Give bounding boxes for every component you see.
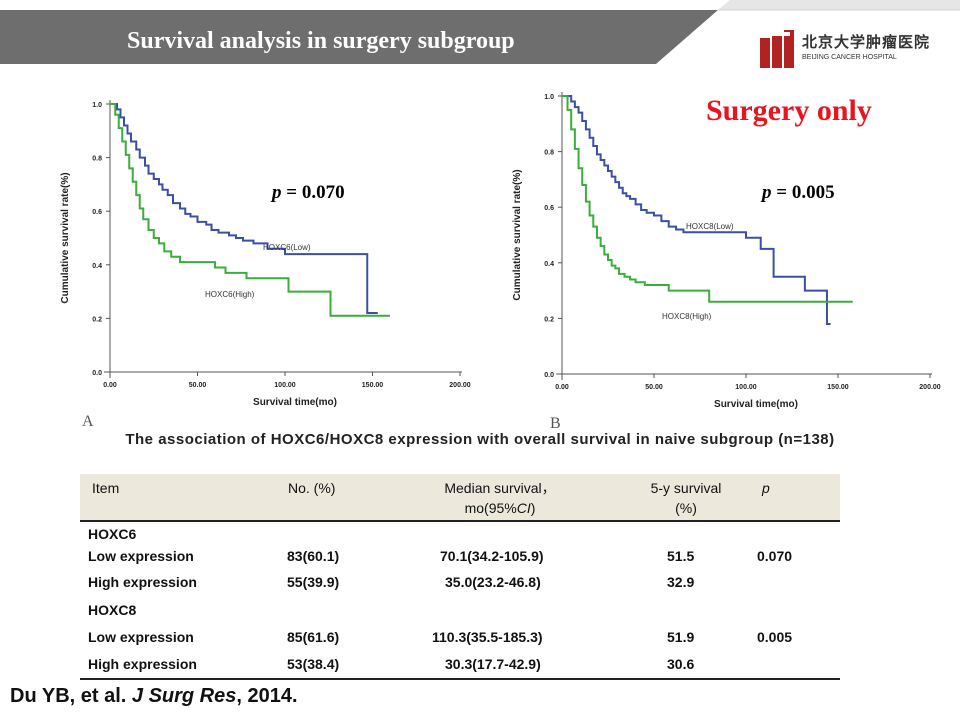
legend-label-low: HOXC6(Low) — [263, 243, 311, 252]
table-p-hoxc6: 0.070 — [757, 548, 793, 564]
series-line-low — [110, 103, 378, 315]
table-row-hoxc6-high-median: 35.0(23.2-46.8) — [445, 574, 541, 590]
p-value-b-symbol: p — [762, 182, 772, 203]
citation-authors: Du YB, et al. — [10, 685, 132, 707]
header-bar: Survival analysis in surgery subgroup 北京… — [0, 0, 960, 72]
table-header-background — [80, 474, 840, 522]
series-line-high — [110, 103, 390, 317]
panel-letter: B — [550, 415, 561, 432]
y-axis-label: Cumulative survival rate(%) — [512, 169, 523, 300]
legend-label-high: HOXC6(High) — [205, 290, 255, 299]
y-tick-label: 0.0 — [92, 370, 102, 377]
col-header-median-ci: CI — [516, 500, 531, 516]
x-tick-label: 0.00 — [555, 384, 569, 391]
logo-text-en: BEIJING CANCER HOSPITAL — [802, 54, 897, 61]
survival-chart-a: 0.0 0.2 0.4 0.6 0.8 1.0 0.00 50.00 100.00 150.00 2… — [40, 82, 480, 430]
series-line-high — [562, 95, 853, 303]
survival-chart-b-svg: 0.0 0.2 0.4 0.6 0.8 1.0 0.00 50.00 100.00 150.00 2… — [512, 92, 941, 432]
table-row-hoxc6-low-item: Low expression — [88, 548, 194, 564]
x-tick-label: 50.00 — [189, 382, 207, 389]
table-header-rule — [80, 520, 840, 522]
y-tick-label: 0.2 — [544, 316, 554, 323]
p-value-a-symbol: p — [272, 182, 282, 203]
surgery-only-heading: Surgery only — [706, 94, 872, 127]
col-header-item: Item — [92, 480, 120, 496]
header-banner-shape — [0, 0, 960, 64]
x-axis-label: Survival time(mo) — [253, 397, 337, 408]
page-title: Survival analysis in surgery subgroup — [127, 28, 515, 54]
survival-chart-a-svg: 0.0 0.2 0.4 0.6 0.8 1.0 0.00 50.00 100.00 150.00 2… — [60, 100, 471, 430]
y-tick-label: 0.8 — [92, 156, 102, 163]
citation-journal: J Surg Res — [131, 685, 237, 707]
col-header-no: No. (%) — [288, 480, 336, 496]
y-tick-label: 0.8 — [544, 150, 554, 157]
logo-text-cn: 北京大学肿瘤医院 — [802, 33, 931, 51]
col-header-median-line1: Median survival， — [444, 480, 556, 496]
legend-label-low: HOXC8(Low) — [686, 222, 734, 231]
p-value-b: p = 0.005 — [762, 182, 835, 204]
survival-chart-b: 0.0 0.2 0.4 0.6 0.8 1.0 0.00 50.00 100.00 150.00 2… — [488, 82, 941, 432]
x-tick-label: 150.00 — [827, 384, 849, 391]
legend-label-high: HOXC8(High) — [662, 312, 712, 321]
x-tick-label: 200.00 — [449, 382, 471, 389]
col-header-median-line2: mo(95%CI) — [380, 498, 620, 518]
table-row-hoxc8-low-five-year: 51.9 — [667, 629, 695, 645]
col-header-median-part3: ) — [530, 500, 536, 516]
y-axis-label: Cumulative survival rate(%) — [60, 172, 71, 303]
p-value-a-number: = 0.070 — [281, 182, 345, 203]
table-row-hoxc6-high-no: 55(39.9) — [287, 574, 340, 590]
p-value-a: p = 0.070 — [272, 182, 345, 204]
col-header-median-part1: mo(95% — [464, 500, 517, 516]
table-row-hoxc8-high-no: 53(38.4) — [287, 656, 340, 672]
y-tick-label: 1.0 — [92, 102, 102, 109]
y-tick-label: 0.0 — [544, 372, 554, 379]
table-p-hoxc8: 0.005 — [757, 629, 793, 645]
panel-letter: A — [82, 413, 94, 430]
group-label-hoxc8: HOXC8 — [88, 602, 137, 618]
y-tick-label: 0.2 — [92, 316, 102, 323]
y-tick-label: 0.4 — [92, 263, 102, 270]
table-row-hoxc8-high-median: 30.3(17.7-42.9) — [445, 656, 541, 672]
citation-year: , 2014. — [236, 685, 298, 707]
citation: Du YB, et al. J Surg Res, 2014. — [10, 685, 298, 708]
y-tick-label: 0.4 — [544, 261, 554, 268]
group-label-hoxc6: HOXC6 — [88, 526, 137, 542]
table-row-hoxc6-low-five-year: 51.5 — [667, 548, 695, 564]
x-tick-label: 150.00 — [362, 382, 384, 389]
col-header-five-year-line2: (%) — [675, 500, 697, 516]
table-row-hoxc6-low-no: 83(60.1) — [287, 548, 340, 564]
col-header-five-year-line1: 5-y survival — [650, 480, 722, 496]
x-tick-label: 0.00 — [103, 382, 117, 389]
y-tick-label: 1.0 — [544, 94, 554, 101]
table-title: The association of HOXC6/HOXC8 expressio… — [125, 431, 835, 448]
table-row-hoxc8-high-five-year: 30.6 — [667, 656, 695, 672]
hospital-logo: 北京大学肿瘤医院 BEIJING CANCER HOSPITAL — [760, 30, 929, 70]
x-tick-label: 100.00 — [735, 384, 757, 391]
col-header-five-year: 5-y survival (%) — [626, 478, 746, 518]
table-row-hoxc8-low-median: 110.3(35.5-185.3) — [432, 629, 543, 645]
logo-mark-icon — [760, 30, 794, 68]
y-tick-label: 0.6 — [544, 205, 554, 212]
x-tick-label: 50.00 — [645, 384, 663, 391]
table-bottom-rule — [80, 678, 840, 680]
table-row-hoxc8-high-item: High expression — [88, 656, 197, 672]
x-tick-label: 200.00 — [919, 384, 941, 391]
table-row-hoxc6-low-median: 70.1(34.2-105.9) — [440, 548, 544, 564]
x-axis-label: Survival time(mo) — [714, 399, 798, 410]
p-value-b-number: = 0.005 — [771, 182, 835, 203]
table-row-hoxc8-low-no: 85(61.6) — [287, 629, 340, 645]
table-row-hoxc6-high-five-year: 32.9 — [667, 574, 695, 590]
survival-table: Item No. (%) Median survival， mo(95%CI) … — [80, 474, 840, 680]
table-row-hoxc6-high-item: High expression — [88, 574, 197, 590]
series-line-low — [562, 95, 831, 325]
col-header-median: Median survival， mo(95%CI) — [380, 478, 620, 518]
x-tick-label: 100.00 — [274, 382, 296, 389]
table-row-hoxc8-low-item: Low expression — [88, 629, 194, 645]
col-header-p: p — [762, 480, 770, 496]
y-tick-label: 0.6 — [92, 209, 102, 216]
